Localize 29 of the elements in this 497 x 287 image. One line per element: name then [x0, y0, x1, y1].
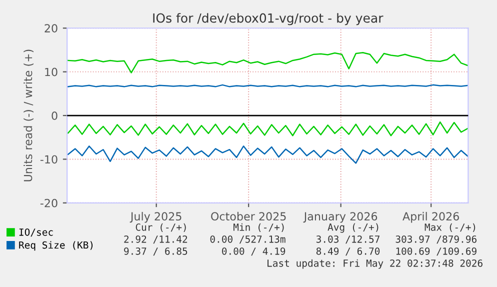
text: 100.69 /109.69 [396, 247, 476, 256]
text: Max (-/+) [424, 223, 476, 232]
chart-title: IOs for /dev/ebox01-vg/root - by year [153, 13, 384, 26]
x-tick-label: January 2026 [303, 212, 378, 223]
text: 2.92 /11.42 [124, 235, 188, 244]
x-tick-label: April 2026 [402, 212, 459, 223]
y-tick-label: 10 [45, 68, 58, 76]
line-series [67, 121, 468, 136]
text: 8.49 / 6.70 [316, 247, 380, 256]
text: 0.00 / 4.19 [222, 247, 286, 256]
y-tick-label: 20 [44, 24, 58, 33]
x-tick-label: July 2025 [130, 212, 182, 223]
legend-label: IO/sec [19, 228, 53, 237]
text: Min (-/+) [234, 223, 284, 232]
x-tick-label: October 2025 [211, 212, 286, 221]
legend-label: Req Size (KB) [19, 241, 93, 251]
y-tick-label: 0 [52, 111, 58, 120]
y-axis-title: Units read (-) / write (+) [24, 50, 34, 182]
text: 303.97 /879.96 [396, 235, 476, 244]
y-tick-label: -10 [40, 155, 58, 164]
text: Last update: Fri May 22 02:37:48 2026 [268, 259, 482, 269]
text: 9.37 / 6.85 [124, 247, 188, 256]
line-series [67, 145, 468, 164]
line-series [67, 52, 468, 74]
text: 0.00 /527.13m [210, 235, 286, 244]
text: Cur (-/+) [136, 223, 186, 232]
y-tick-label: -20 [40, 198, 58, 208]
text: Avg (-/+) [328, 223, 378, 233]
text: 3.03 /12.57 [316, 235, 380, 244]
